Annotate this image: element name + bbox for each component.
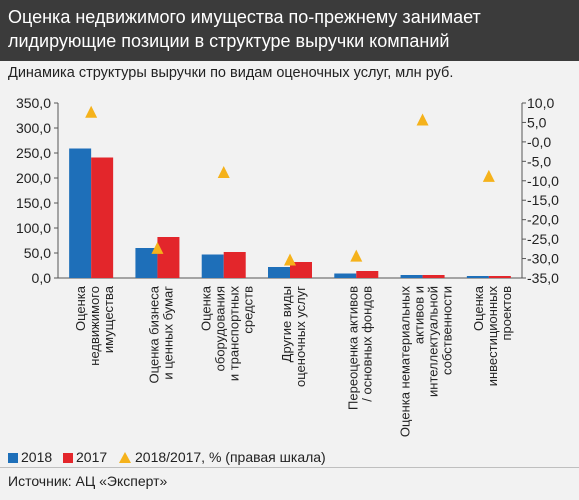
category-label-line: интеллектуальной <box>426 286 441 397</box>
bar-2018 <box>268 267 290 278</box>
ratio-marker <box>482 169 495 182</box>
category-label-line: Оценка бизнеса <box>146 285 161 383</box>
bar-2017 <box>422 275 445 278</box>
left-tick-label: 50,0 <box>24 245 51 261</box>
right-tick-label: 5,0 <box>527 114 547 130</box>
category-label-line: Другие виды <box>279 286 294 362</box>
category-label-line: Переоценка активов <box>345 286 360 410</box>
legend-swatch-ratio <box>119 452 131 463</box>
ratio-marker <box>217 166 230 178</box>
category-label: Другие видыоценочных услуг <box>279 286 308 387</box>
category-label: Оценканедвижимогоимущества <box>73 285 116 365</box>
right-tick-label: -35,0 <box>527 270 559 286</box>
category-label-line: Оценка нематериальных <box>398 286 413 438</box>
category-label-line: собственности <box>440 286 455 375</box>
category-label-line: оценочных услуг <box>293 286 308 387</box>
left-tick-label: 100,0 <box>16 220 51 236</box>
bar-2017 <box>356 271 379 278</box>
legend-label-ratio: 2018/2017, % (правая шкала) <box>135 449 326 465</box>
category-label-line: и транспортных <box>227 286 242 382</box>
left-tick-label: 150,0 <box>16 195 51 211</box>
right-tick-label: -25,0 <box>527 231 559 247</box>
right-tick-label: -20,0 <box>527 212 559 228</box>
category-label-line: активов и <box>412 286 427 344</box>
bar-2017 <box>91 157 114 278</box>
chart-title: Оценка недвижимого имущества по-прежнему… <box>8 7 481 51</box>
bar-2017 <box>290 262 312 278</box>
category-label-line: и ценных бумаг <box>160 286 175 380</box>
left-tick-label: 0,0 <box>32 270 52 286</box>
source-note: Источник: АЦ «Эксперт» <box>8 473 168 489</box>
left-tick-label: 350,0 <box>16 95 51 111</box>
category-label-line: / основных фондов <box>359 286 374 402</box>
category-label-line: инвестиционных <box>485 286 500 387</box>
chart-subtitle: Динамика структуры выручки по видам оцен… <box>8 65 454 81</box>
ratio-marker <box>416 113 429 126</box>
category-label: Оценка нематериальныхактивов иинтеллекту… <box>398 286 455 438</box>
category-label: Оценкаоборудованияи транспортныхсредств <box>199 285 256 381</box>
category-label-line: Оценка <box>199 285 214 331</box>
left-tick-label: 300,0 <box>16 120 51 136</box>
bar-2018 <box>69 148 92 278</box>
ratio-marker <box>85 105 98 118</box>
bar-2018 <box>201 254 224 278</box>
title-bar <box>0 0 579 61</box>
legend-label-2018: 2018 <box>21 449 52 465</box>
category-label-line: средств <box>241 286 256 334</box>
bar-2018 <box>334 273 357 278</box>
ratio-marker <box>151 241 164 254</box>
category-label: Переоценка активов/ основных фондов <box>345 286 374 410</box>
bar-2017 <box>157 237 180 278</box>
right-tick-label: -10,0 <box>527 173 559 189</box>
category-label: Оценкаинвестиционныхпроектов <box>471 285 514 386</box>
category-label-line: имущества <box>101 285 116 353</box>
category-label-line: недвижимого <box>87 286 102 366</box>
legend-label-2017: 2017 <box>76 449 107 465</box>
legend-swatch-2017 <box>63 453 73 463</box>
left-tick-label: 200,0 <box>16 170 51 186</box>
category-label: Оценка бизнесаи ценных бумаг <box>146 285 175 383</box>
bar-2018 <box>135 248 158 278</box>
category-label-line: оборудования <box>213 286 228 371</box>
bar-2018 <box>466 276 489 278</box>
right-tick-label: 10,0 <box>527 95 554 111</box>
ratio-marker <box>350 249 363 262</box>
left-tick-label: 250,0 <box>16 145 51 161</box>
right-tick-label: -15,0 <box>527 192 559 208</box>
category-label-line: Оценка <box>471 285 486 331</box>
right-tick-label: -30,0 <box>527 251 559 267</box>
ratio-marker <box>284 253 296 266</box>
legend-swatch-2018 <box>8 453 18 463</box>
right-tick-label: -5,0 <box>527 153 551 169</box>
category-label-line: Оценка <box>73 285 88 331</box>
source-separator <box>0 467 579 468</box>
bar-2017 <box>223 252 246 278</box>
category-label-line: проектов <box>499 286 514 341</box>
bar-2017 <box>488 276 511 278</box>
bar-2018 <box>400 275 423 278</box>
right-tick-label: -0,0 <box>527 134 551 150</box>
